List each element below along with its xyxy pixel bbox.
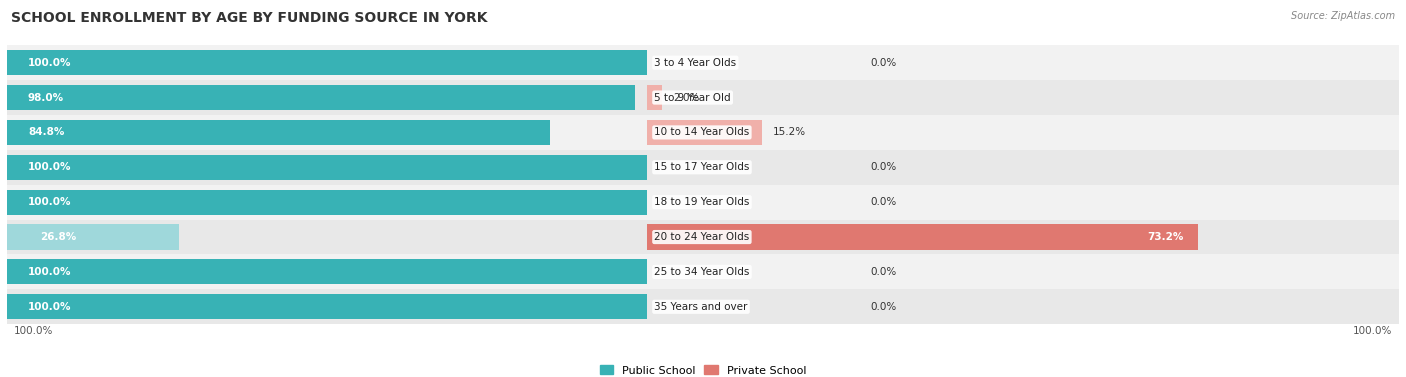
Bar [7, 50, 647, 75]
Legend: Public School, Private School: Public School, Private School [595, 361, 811, 377]
Bar [647, 85, 662, 110]
Bar [7, 150, 1399, 185]
Bar [647, 120, 762, 145]
Bar [7, 45, 1399, 80]
Bar [7, 219, 1399, 254]
Text: 2.0%: 2.0% [673, 92, 700, 103]
Text: 15.2%: 15.2% [773, 127, 806, 138]
Text: 25 to 34 Year Olds: 25 to 34 Year Olds [654, 267, 749, 277]
Text: 100.0%: 100.0% [28, 162, 72, 172]
Text: 100.0%: 100.0% [28, 302, 72, 312]
Text: 20 to 24 Year Olds: 20 to 24 Year Olds [654, 232, 749, 242]
Text: 0.0%: 0.0% [870, 162, 896, 172]
Text: 0.0%: 0.0% [870, 267, 896, 277]
Bar [7, 155, 647, 180]
Bar [7, 120, 550, 145]
Text: 100.0%: 100.0% [28, 197, 72, 207]
Bar [7, 190, 647, 215]
Text: 98.0%: 98.0% [28, 92, 65, 103]
Text: 73.2%: 73.2% [1147, 232, 1184, 242]
Text: 0.0%: 0.0% [870, 197, 896, 207]
Text: 18 to 19 Year Olds: 18 to 19 Year Olds [654, 197, 749, 207]
Bar [7, 115, 1399, 150]
Bar [7, 85, 634, 110]
Text: 15 to 17 Year Olds: 15 to 17 Year Olds [654, 162, 749, 172]
Bar [7, 290, 1399, 324]
Bar [7, 294, 647, 319]
Bar [7, 185, 1399, 219]
Text: SCHOOL ENROLLMENT BY AGE BY FUNDING SOURCE IN YORK: SCHOOL ENROLLMENT BY AGE BY FUNDING SOUR… [11, 11, 488, 25]
Text: 100.0%: 100.0% [28, 58, 72, 68]
Text: 84.8%: 84.8% [28, 127, 65, 138]
Text: Source: ZipAtlas.com: Source: ZipAtlas.com [1291, 11, 1395, 21]
Text: 3 to 4 Year Olds: 3 to 4 Year Olds [654, 58, 737, 68]
Bar [7, 224, 179, 250]
Text: 100.0%: 100.0% [14, 326, 53, 336]
Bar [7, 254, 1399, 290]
Text: 0.0%: 0.0% [870, 58, 896, 68]
Text: 35 Years and over: 35 Years and over [654, 302, 748, 312]
Bar [7, 259, 647, 285]
Text: 100.0%: 100.0% [1353, 326, 1392, 336]
Text: 26.8%: 26.8% [39, 232, 76, 242]
Bar [647, 224, 1198, 250]
Text: 10 to 14 Year Olds: 10 to 14 Year Olds [654, 127, 749, 138]
Bar [7, 80, 1399, 115]
Text: 100.0%: 100.0% [28, 267, 72, 277]
Text: 5 to 9 Year Old: 5 to 9 Year Old [654, 92, 731, 103]
Text: 0.0%: 0.0% [870, 302, 896, 312]
